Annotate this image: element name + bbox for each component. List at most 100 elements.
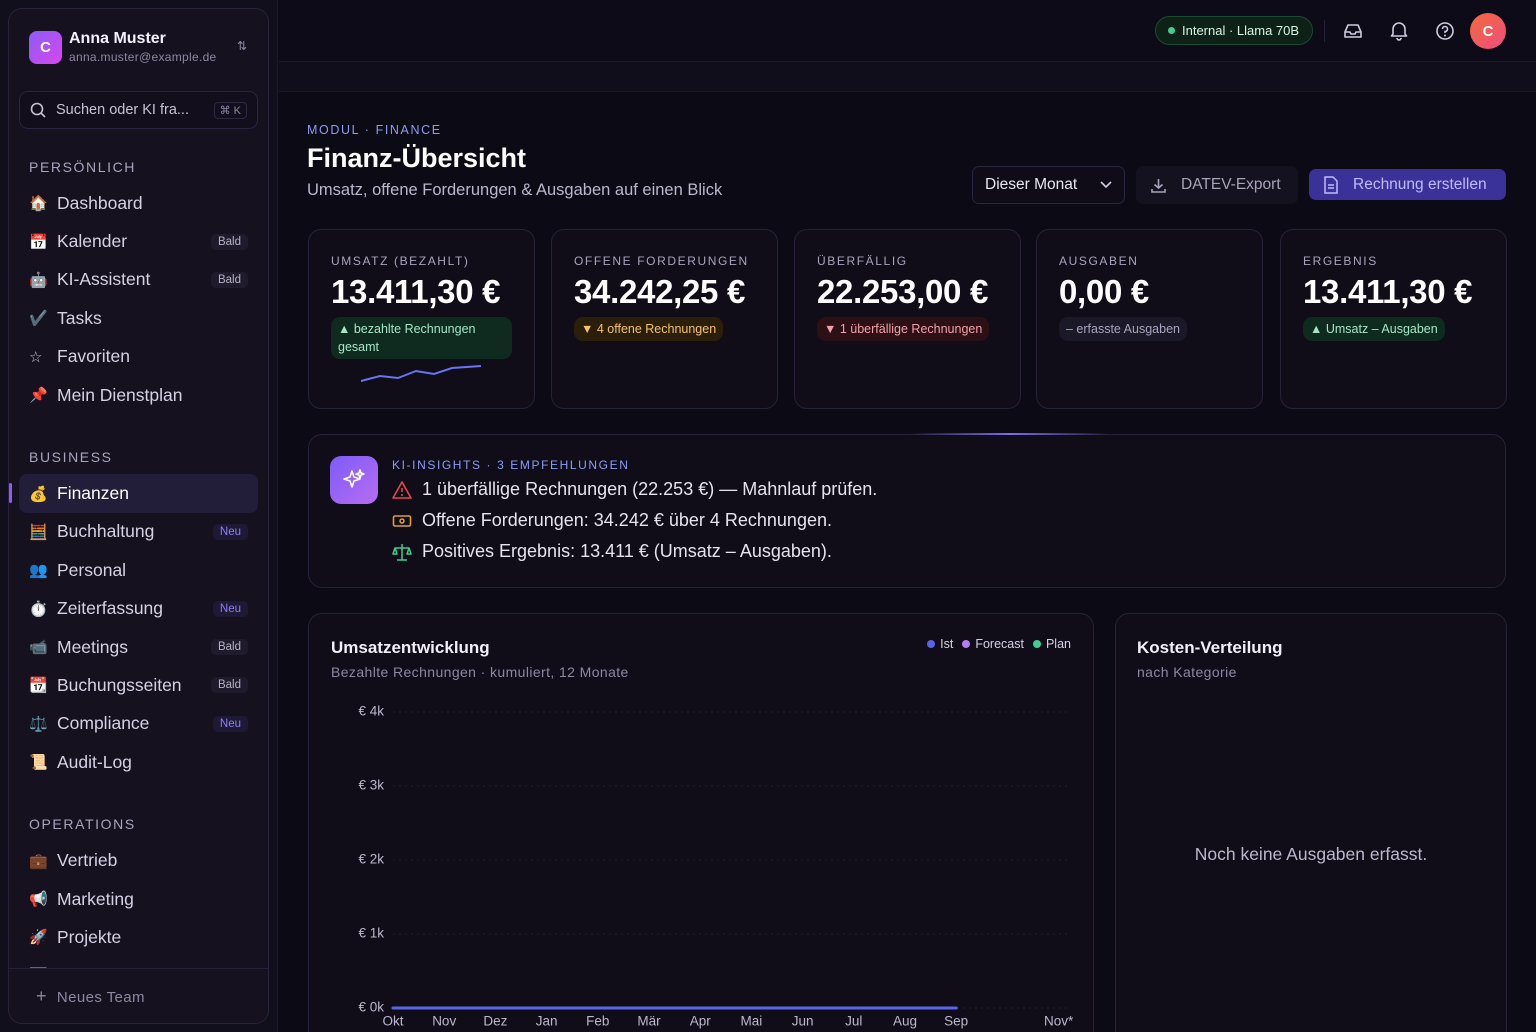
- nav-item[interactable]: 🤖 KI-Assistent Bald: [19, 261, 258, 299]
- nav-item[interactable]: 📅 Kalender Bald: [19, 222, 258, 260]
- nav-item[interactable]: ✔️ Tasks: [19, 299, 258, 337]
- chart-heading: Umsatzentwicklung Bezahlte Rechnungen · …: [331, 638, 629, 680]
- nav-label: Reporting: [57, 965, 133, 968]
- insight: Offene Forderungen: 34.242 € über 4 Rech…: [392, 510, 832, 531]
- badge: Neu: [212, 715, 248, 732]
- y-tick-label: € 2k: [358, 852, 384, 867]
- nav-icon: 🚀: [29, 929, 48, 947]
- inbox-icon[interactable]: [1343, 21, 1363, 41]
- nav-item[interactable]: 📜 Audit-Log: [19, 743, 258, 781]
- create-invoice-button[interactable]: Rechnung erstellen: [1309, 169, 1506, 200]
- nav-item[interactable]: 💼 Vertrieb: [19, 841, 258, 879]
- nav-label: Projekte: [57, 926, 122, 947]
- nav-icon: 📹: [29, 639, 48, 657]
- legend-item: Ist: [927, 637, 953, 651]
- document-icon: [1324, 175, 1338, 194]
- badge: Bald: [210, 639, 248, 656]
- kpi-card: AUSGABEN 0,00 € – erfasste Ausgaben: [1036, 229, 1263, 409]
- nav-item[interactable]: 🧮 Buchhaltung Neu: [19, 513, 258, 551]
- nav-label: Buchhaltung: [57, 521, 155, 542]
- x-tick-label: Jan: [536, 1014, 558, 1029]
- search[interactable]: Suchen oder KI fra... ⌘ K: [19, 91, 258, 129]
- money-icon: [392, 514, 412, 527]
- nav-item[interactable]: 📢 Marketing: [19, 880, 258, 918]
- user-avatar[interactable]: C: [1470, 13, 1506, 49]
- sparkle-icon: [343, 469, 365, 488]
- glow: [910, 433, 1110, 435]
- nav-item[interactable]: 📌 Mein Dienstplan: [19, 376, 258, 414]
- nav-icon: 🧮: [29, 523, 48, 541]
- switch-icon[interactable]: ⇅: [237, 39, 248, 53]
- insight-text: Offene Forderungen: 34.242 € über 4 Rech…: [422, 510, 832, 530]
- cost-card: Kosten-Verteilung nach Kategorie Noch ke…: [1115, 613, 1507, 1032]
- section-gap: [19, 781, 258, 807]
- x-tick-label: Feb: [586, 1014, 609, 1029]
- kpi-note: ▼ 4 offene Rechnungen: [574, 317, 724, 341]
- insight: 1 überfällige Rechnungen (22.253 €) — Ma…: [392, 479, 877, 500]
- nav-item[interactable]: ⚖️ Compliance Neu: [19, 705, 258, 743]
- x-tick-label: Sep: [944, 1014, 968, 1029]
- nav-label: Kalender: [57, 231, 128, 252]
- search-placeholder: Suchen oder KI fra...: [56, 102, 189, 118]
- team-avatar[interactable]: C: [29, 31, 62, 64]
- nav-icon: 📆: [29, 677, 48, 695]
- help-icon[interactable]: [1435, 21, 1455, 41]
- x-tick-label: Apr: [690, 1014, 712, 1029]
- nav-item[interactable]: 💰 Finanzen: [9, 474, 258, 513]
- export-button[interactable]: DATEV-Export: [1136, 166, 1298, 204]
- shortcut: ⌘ K: [213, 101, 247, 119]
- y-tick-label: € 3k: [358, 778, 384, 793]
- nav-icon: 🏠: [29, 195, 48, 213]
- divider: [1324, 20, 1325, 42]
- nav-item[interactable]: ⏱️ Zeiterfassung Neu: [19, 590, 258, 628]
- new-team-label: Neues Team: [56, 989, 145, 1006]
- section-gap: [19, 414, 258, 440]
- nav-icon: 💼: [29, 852, 48, 870]
- new-team[interactable]: + Neues Team: [36, 986, 145, 1006]
- eyebrow: MODUL · FINANCE: [307, 123, 442, 137]
- page-title: Finanz-Übersicht: [307, 143, 527, 173]
- nav-item[interactable]: 🏠 Dashboard: [19, 184, 258, 222]
- nav-item[interactable]: 👥 Personal: [19, 551, 258, 589]
- user-name[interactable]: Anna Muster: [69, 30, 166, 47]
- x-tick-label: Nov: [432, 1014, 456, 1029]
- download-icon: [1151, 178, 1166, 193]
- nav-label: Vertrieb: [57, 850, 118, 871]
- kpi-label: OFFENE FORDERUNGEN: [574, 254, 749, 268]
- kpi-value: 0,00 €: [1059, 273, 1149, 310]
- create-label: Rechnung erstellen: [1353, 175, 1487, 193]
- nav: PERSÖNLICH 🏠 Dashboard 📅 Kalender Bald 🤖 KI-Ass…: [8, 150, 269, 968]
- nav-label: Compliance: [57, 713, 150, 734]
- nav-item[interactable]: 🚀 Projekte: [19, 918, 258, 956]
- empty-state: Noch keine Ausgaben erfasst.: [1194, 844, 1428, 864]
- nav-label: Tasks: [57, 307, 102, 328]
- kpi-label: UMSATZ (BEZAHLT): [331, 254, 470, 268]
- status-label: Internal · Llama 70B: [1182, 23, 1300, 38]
- kpi-card: ERGEBNIS 13.411,30 € ▲ Umsatz – Ausgaben: [1280, 229, 1507, 409]
- nav-icon: 📈: [29, 967, 57, 969]
- nav-item[interactable]: ☆ Favoriten: [19, 338, 258, 376]
- legend-swatch: [927, 640, 936, 648]
- chart-subtitle: Bezahlte Rechnungen · kumuliert, 12 Mona…: [331, 664, 629, 680]
- warning-icon: [392, 480, 412, 499]
- insight: Positives Ergebnis: 13.411 € (Umsatz – A…: [392, 541, 832, 562]
- nav-icon: 💰: [29, 485, 48, 503]
- nav-item[interactable]: 📆 Buchungsseiten Bald: [19, 666, 258, 704]
- x-tick-label: Jun: [792, 1014, 814, 1029]
- chevron: [1100, 181, 1112, 189]
- nav-item[interactable]: 📈Reporting: [19, 957, 258, 968]
- bell-icon[interactable]: [1389, 20, 1409, 41]
- nav-icon: ⚖️: [29, 715, 48, 733]
- nav-item[interactable]: 📹 Meetings Bald: [19, 628, 258, 666]
- chart-heading: Kosten-Verteilung nach Kategorie: [1137, 638, 1282, 680]
- model-status[interactable]: Internal · Llama 70B: [1155, 16, 1313, 45]
- chart-title: Kosten-Verteilung: [1137, 638, 1283, 657]
- period-select[interactable]: Dieser Monat: [972, 166, 1125, 204]
- sparkline: [360, 365, 482, 382]
- revenue-chart: € 0k € 1k € 2k € 3k € 4k Okt Nov Dez Jan Feb Mär Ap…: [358, 704, 1074, 1029]
- nav-icon: ☆: [29, 348, 43, 366]
- nav-label: Favoriten: [57, 346, 130, 367]
- period-label: Dieser Monat: [985, 176, 1078, 193]
- kpi-label: AUSGABEN: [1059, 254, 1139, 268]
